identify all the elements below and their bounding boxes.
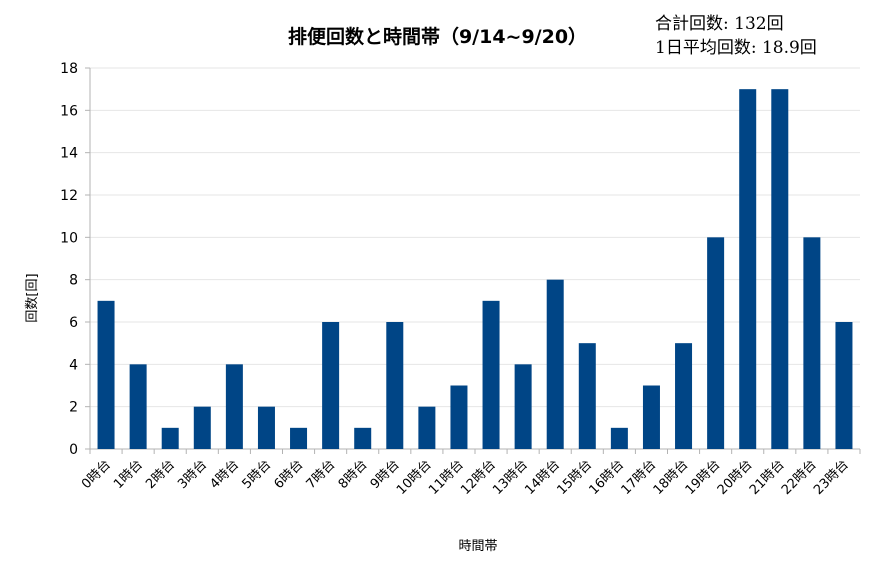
x-tick-label: 16時台 [587,457,628,498]
x-tick-label: 23時台 [811,457,852,498]
x-tick-label: 7時台 [304,457,339,492]
x-tick-label: 11時台 [426,457,467,498]
bar-0 [97,300,115,449]
bar-4 [225,364,243,449]
daily-average-label: 1日平均回数: 18.9回 [655,38,817,58]
bar-5 [257,406,275,449]
bar-22 [803,237,821,449]
bar-6 [290,427,308,449]
y-tick-label: 10 [60,230,78,246]
chart-title: 排便回数と時間帯（9/14~9/20） [287,26,588,48]
bar-11 [450,385,468,449]
y-tick-label: 12 [60,188,78,204]
x-tick-label: 14時台 [522,457,563,498]
bar-23 [835,322,853,449]
x-tick-label: 3時台 [175,457,210,492]
y-tick-label: 18 [60,61,78,77]
bar-21 [771,89,789,450]
bar-7 [322,322,340,449]
bar-13 [514,364,532,449]
bars [97,89,853,450]
x-axis-label: 時間帯 [458,539,497,554]
bar-19 [707,237,725,449]
y-tick-label: 6 [69,315,78,331]
y-axis-label: 回数[回] [25,273,40,322]
x-tick-labels: 0時台1時台2時台3時台4時台5時台6時台7時台8時台9時台10時台11時台12… [79,457,852,498]
x-tick-label: 13時台 [490,457,531,498]
bar-16 [610,427,628,449]
bar-17 [642,385,660,449]
x-tick-label: 8時台 [336,457,371,492]
summary-stats: 合計回数: 132回 1日平均回数: 18.9回 [655,12,817,60]
x-tick-label: 12時台 [458,457,499,498]
x-tick-label: 18時台 [651,457,692,498]
bar-20 [739,89,757,450]
bar-12 [482,300,500,449]
y-tick-label: 8 [69,273,78,289]
bar-8 [354,427,372,449]
x-tick-label: 4時台 [207,457,242,492]
y-tick-label: 16 [60,103,78,119]
x-tick-label: 20時台 [715,457,756,498]
axes [85,67,861,454]
bar-1 [129,364,147,449]
x-tick-label: 5時台 [239,457,274,492]
x-tick-label: 17時台 [619,457,660,498]
y-tick-labels: 0 2 4 6 8 10 12 14 16 18 [60,61,78,458]
bar-9 [386,322,404,449]
x-tick-label: 10時台 [394,457,435,498]
bar-18 [675,343,693,449]
x-tick-label: 15時台 [554,457,595,498]
x-tick-label: 19時台 [683,457,724,498]
bar-15 [578,343,596,449]
x-tick-label: 1時台 [111,457,146,492]
x-tick-label: 6時台 [272,457,307,492]
total-count-label: 合計回数: 132回 [655,14,784,34]
bar-3 [193,406,211,449]
x-tick-label: 0時台 [79,457,114,492]
y-tick-label: 0 [69,442,78,458]
x-tick-label: 21時台 [747,457,788,498]
bar-14 [546,279,564,449]
y-tick-label: 4 [69,357,78,373]
bar-10 [418,406,436,449]
x-tick-label: 2時台 [143,457,178,492]
y-tick-label: 2 [69,400,78,416]
bar-2 [161,427,179,449]
y-tick-label: 14 [60,146,78,162]
x-tick-label: 22時台 [779,457,820,498]
